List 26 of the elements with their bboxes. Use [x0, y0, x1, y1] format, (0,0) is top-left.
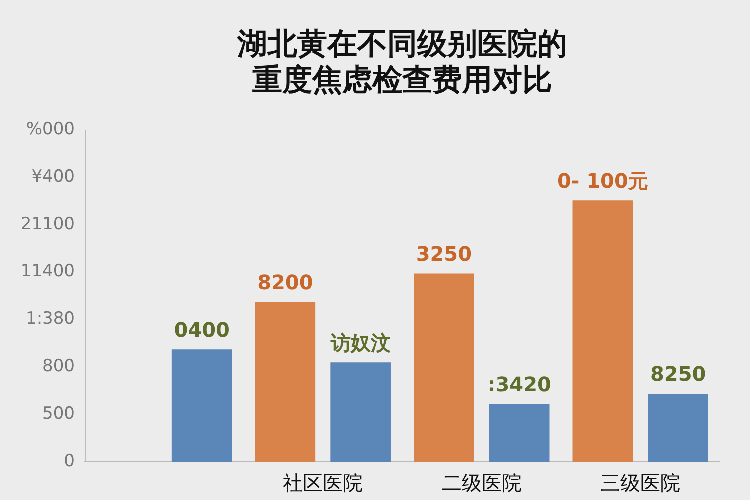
text: 500	[42, 404, 75, 424]
text: 1:380	[26, 309, 75, 330]
bar	[489, 404, 550, 462]
text: 11400	[20, 262, 75, 282]
annotation: 0400	[174, 318, 230, 342]
text: ¥400	[32, 166, 75, 187]
bar	[414, 274, 474, 462]
bar	[330, 362, 391, 462]
text: 800	[42, 356, 75, 377]
bar	[255, 302, 316, 462]
text: 0	[64, 451, 75, 472]
text: %000	[26, 119, 75, 140]
bar	[648, 394, 708, 462]
annotation: 访奴汶	[330, 330, 392, 355]
bar	[172, 350, 232, 462]
chart-title: 湖北黄在不同级别医院的重度焦虑检查费用对比	[236, 26, 568, 98]
annotation: :3420	[488, 372, 552, 397]
x-tick-label: 二级医院	[442, 471, 522, 496]
annotation: 3250	[416, 242, 472, 266]
bar	[572, 200, 634, 462]
annotation: 8250	[650, 362, 706, 386]
x-tick-label: 三级医院	[600, 471, 681, 496]
text: 21100	[20, 214, 75, 234]
annotation: 8200	[258, 270, 314, 295]
x-tick-label: 社区医院	[283, 471, 364, 496]
text: 0- 100元	[557, 168, 648, 193]
